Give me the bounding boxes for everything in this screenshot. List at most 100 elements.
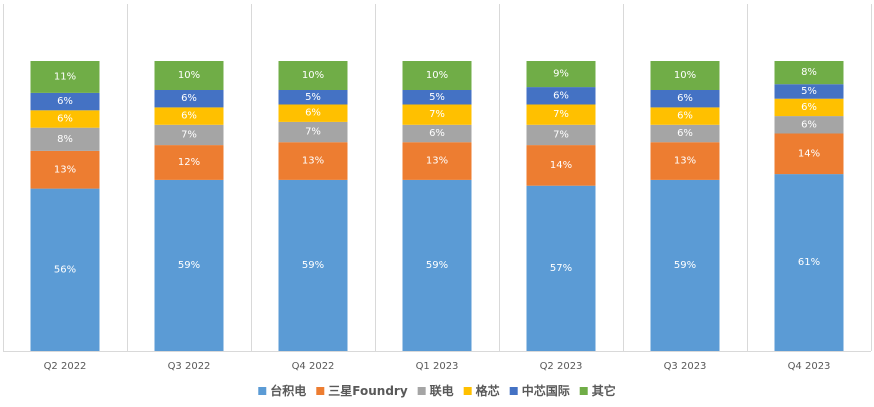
x-tick-label: Q2 2022 [44,361,87,372]
bar-segment [526,104,596,125]
bar-segment [278,121,348,143]
bar-segment [402,90,472,105]
data-label: 11% [54,71,76,82]
legend-swatch [258,387,267,395]
data-label: 14% [550,160,572,171]
data-label: 59% [178,260,200,271]
bar-segment [650,61,720,90]
legend-label: 格芯 [476,383,500,398]
bar-segment [774,116,844,134]
bar-segment [650,107,720,125]
bar-segment [526,61,596,88]
data-label: 7% [305,127,321,138]
bar-segment [774,174,844,351]
legend-swatch [509,387,518,395]
data-label: 6% [181,93,197,104]
data-label: 6% [677,93,693,104]
x-tick-label: Q1 2023 [416,361,459,372]
bar-segment [774,84,844,99]
data-label: 57% [550,263,572,274]
data-label: 6% [801,102,817,113]
bar-segment [278,90,348,105]
x-tick-label: Q4 2023 [788,361,831,372]
bar-segment [154,124,224,146]
bar-segment [774,61,844,85]
data-label: 7% [429,109,445,120]
bar-segment [526,145,596,186]
data-label: 59% [302,260,324,271]
legend-label: 联电 [430,383,454,398]
bar-segment [526,124,596,146]
data-label: 6% [181,111,197,122]
data-label: 14% [798,148,820,159]
data-label: 59% [426,260,448,271]
data-label: 13% [302,156,324,167]
data-label: 6% [801,119,817,130]
bar-segment [154,90,224,108]
data-label: 13% [674,156,696,167]
legend: 台积电 三星Foundry 联电 格芯 中芯国际 其它 [258,383,616,398]
bar-segment [278,179,348,351]
bar-segment [30,150,100,189]
bar-segment [154,61,224,90]
bar-segment [402,104,472,125]
bar-segment [526,87,596,105]
bar-segment [30,127,100,151]
bar-segment [30,110,100,128]
bar-segment [774,98,844,117]
legend-swatch [417,387,426,395]
legend-label: 台积电 [270,383,306,398]
data-label: 10% [302,70,324,81]
data-label: 5% [801,86,817,97]
bar-segment [30,92,100,111]
bar-segment [650,124,720,143]
bars-layer: 56% 13% 8% 6% 6% 11% 59% 12% 7% 6% 6% 10% 59% 13% 7% 6%… [30,61,844,351]
bar-segment [650,142,720,180]
legend-swatch [579,387,588,395]
bar-segment [154,145,224,180]
legend-label: 三星Foundry [328,384,408,398]
bar-segment [402,61,472,90]
data-label: 9% [553,69,569,80]
data-label: 6% [57,96,73,107]
legend-swatch [463,387,472,395]
data-label: 5% [305,92,321,103]
legend-swatch [316,387,325,395]
data-label: 6% [305,108,321,119]
bar-segment [402,142,472,180]
x-axis-ticks: Q2 2022 Q3 2022 Q4 2022 Q1 2023 Q2 2023 Q3 20… [44,361,831,372]
x-tick-label: Q3 2023 [664,361,707,372]
legend-label: 中芯国际 [522,383,570,398]
data-label: 6% [57,114,73,125]
grid-layer [3,4,872,352]
data-label: 59% [674,260,696,271]
legend-label: 其它 [592,383,616,398]
data-label: 6% [677,111,693,122]
data-label: 56% [54,264,76,275]
data-label: 10% [674,70,696,81]
data-label: 7% [553,129,569,140]
bar-segment [154,107,224,125]
data-label: 12% [178,157,200,168]
bar-segment [154,179,224,351]
data-label: 7% [181,129,197,140]
bar-segment [526,185,596,351]
data-label: 5% [429,92,445,103]
bar-segment [278,104,348,122]
data-label: 10% [426,70,448,81]
bar-segment [30,188,100,351]
data-label: 13% [54,164,76,175]
data-label: 6% [553,90,569,101]
x-tick-label: Q3 2022 [168,361,211,372]
data-label: 7% [553,109,569,120]
data-label: 8% [57,134,73,145]
data-label: 10% [178,70,200,81]
x-tick-label: Q2 2023 [540,361,583,372]
bar-segment [278,142,348,180]
data-label: 8% [801,67,817,78]
bar-segment [30,61,100,93]
data-label: 13% [426,156,448,167]
data-label: 61% [798,257,820,268]
